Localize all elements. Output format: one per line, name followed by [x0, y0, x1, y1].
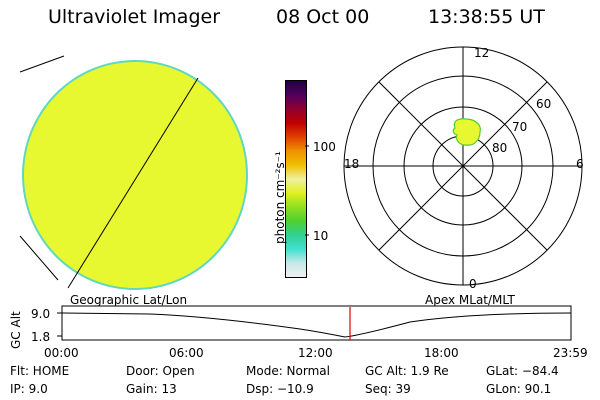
info-glon: GLon: 90.1 [486, 382, 552, 396]
mlt-label-18: 18 [344, 157, 360, 171]
timeline-xtick-2359: 23:59 [553, 346, 588, 360]
emission-disk [24, 62, 246, 288]
info-mode: Mode: Normal [246, 364, 330, 378]
timeline-ytick-1-8: 1.8 [31, 330, 51, 344]
mlt-label-12: 12 [474, 46, 490, 60]
info-gain: Gain: 13 [126, 382, 177, 396]
terminator-line [67, 77, 199, 289]
timeline-xtick-0600: 06:00 [169, 346, 204, 360]
info-seq: Seq: 39 [365, 382, 411, 396]
polar-diagonal-2 [378, 81, 548, 251]
mlat-label-80: 80 [492, 141, 508, 155]
timeline-xtick-1800: 18:00 [424, 346, 459, 360]
time-label: 13:38:55 UT [428, 6, 545, 28]
limb-line-top [19, 55, 65, 73]
colorbar [285, 80, 307, 278]
mlt-label-6: 6 [576, 157, 584, 171]
info-dsp: Dsp: −10.9 [246, 382, 314, 396]
info-flight: Flt: HOME [10, 364, 70, 378]
mlat-label-70: 70 [512, 120, 528, 134]
mlt-label-0: 0 [469, 277, 477, 291]
colorbar-tick-label-10: 10 [313, 229, 329, 243]
auroral-spot [452, 118, 481, 146]
apex-caption: Apex MLat/MLT [425, 293, 515, 307]
timeline-ytick-9: 9.0 [31, 307, 51, 321]
timeline-xtick-1200: 12:00 [298, 346, 333, 360]
altitude-curve [61, 312, 572, 338]
mlat-label-60: 60 [536, 97, 552, 111]
date-label: 08 Oct 00 [276, 6, 370, 28]
timeline-xtick-0000: 00:00 [44, 346, 79, 360]
info-gc-alt: GC Alt: 1.9 Re [365, 364, 449, 378]
info-ip: IP: 9.0 [10, 382, 48, 396]
geo-caption: Geographic Lat/Lon [70, 293, 188, 307]
colorbar-tick-label-100: 100 [313, 140, 336, 154]
info-glat: GLat: −84.4 [486, 364, 559, 378]
instrument-title: Ultraviolet Imager [48, 6, 221, 28]
timeline-frame [61, 305, 572, 341]
limb-line-bottom [19, 235, 59, 281]
info-door: Door: Open [126, 364, 195, 378]
